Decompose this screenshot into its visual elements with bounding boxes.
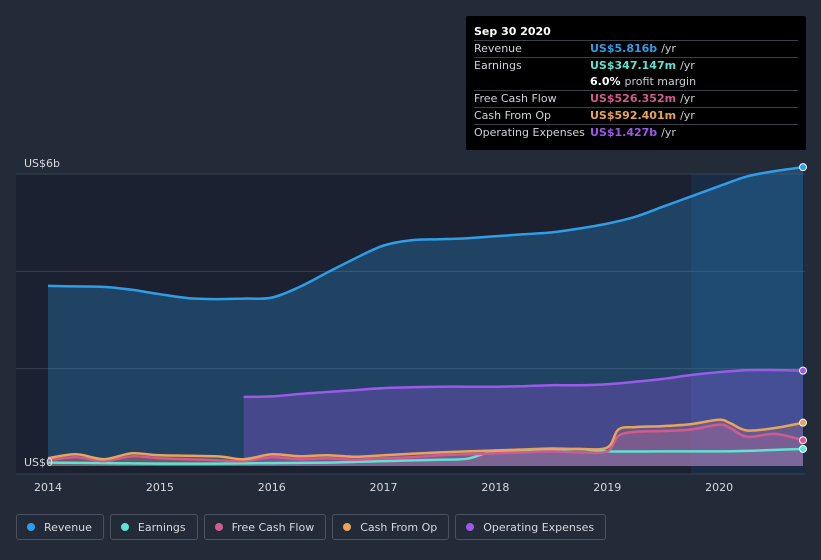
highlight-band	[691, 174, 805, 474]
legend-label: Cash From Op	[360, 520, 438, 534]
free-cash-flow-line	[47, 423, 804, 463]
legend-item-earnings[interactable]: Earnings	[109, 514, 198, 540]
x-tick-label: 2015	[146, 481, 174, 494]
tooltip-unit: /yr	[680, 92, 695, 105]
tooltip-value-opex: US$1.427b	[590, 126, 658, 139]
free-cash-flow-area	[48, 424, 803, 466]
tooltip-row-earnings: Earnings US$347.147m /yr	[474, 57, 798, 74]
operating-expenses-line	[243, 368, 804, 399]
operating-expenses-dot-icon	[466, 523, 475, 531]
legend-label: Revenue	[44, 520, 92, 534]
tooltip-date: Sep 30 2020	[474, 25, 551, 38]
revenue-area	[48, 167, 803, 466]
tooltip-unit: /yr	[661, 42, 676, 55]
legend-label: Free Cash Flow	[231, 520, 315, 534]
tooltip-row-cfo: Cash From Op US$592.401m /yr	[474, 107, 798, 124]
tooltip-row-fcf: Free Cash Flow US$526.352m /yr	[474, 90, 798, 107]
tooltip-row-revenue: Revenue US$5.816b /yr	[474, 40, 798, 57]
earnings-area	[48, 448, 803, 466]
free-cash-flow-end-point	[799, 436, 807, 445]
tooltip-value-fcf: US$526.352m	[590, 92, 677, 105]
tooltip-row-margin: 6.0% profit margin	[474, 74, 798, 90]
tooltip-value-margin: 6.0%	[590, 75, 621, 88]
tooltip-label: Earnings	[474, 59, 522, 72]
free-cash-flow-dot-icon	[214, 523, 223, 531]
plot-background	[16, 174, 805, 474]
tooltip-value-earnings: US$347.147m	[590, 59, 677, 72]
x-tick-label: 2017	[370, 481, 398, 494]
y-top-label: US$6b	[24, 157, 60, 170]
cash-from-op-end-point	[799, 418, 807, 427]
revenue-dot-icon	[27, 523, 35, 531]
cash-from-op-line	[47, 418, 804, 461]
legend-label: Earnings	[137, 520, 186, 534]
tooltip-label: Revenue	[474, 42, 522, 55]
tooltip-unit: /yr	[661, 126, 676, 139]
revenue-end-point	[799, 163, 807, 172]
y-zero-label: US$0	[24, 456, 53, 469]
tooltip-margin-text: profit margin	[624, 75, 697, 88]
tooltip: Sep 30 2020 Revenue US$5.816b /yr Earnin…	[466, 16, 806, 150]
legend-item-cash-from-op[interactable]: Cash From Op	[332, 514, 450, 540]
tooltip-label: Free Cash Flow	[474, 92, 557, 105]
legend-item-free-cash-flow[interactable]: Free Cash Flow	[203, 514, 327, 540]
tooltip-unit: /yr	[680, 109, 695, 122]
legend-item-revenue[interactable]: Revenue	[16, 514, 104, 540]
tooltip-row-opex: Operating Expenses US$1.427b /yr	[474, 124, 798, 141]
legend: Revenue Earnings Free Cash Flow Cash Fro…	[16, 514, 607, 542]
revenue-line	[47, 165, 804, 301]
legend-item-operating-expenses[interactable]: Operating Expenses	[455, 514, 607, 540]
tooltip-label: Cash From Op	[474, 109, 552, 122]
operating-expenses-end-point	[799, 366, 807, 375]
operating-expenses-area	[243, 369, 803, 466]
tooltip-label: Operating Expenses	[474, 126, 585, 139]
x-tick-label: 2019	[593, 481, 621, 494]
x-tick-label: 2018	[481, 481, 509, 494]
earnings-dot-icon	[120, 523, 129, 531]
cash-from-op-area	[48, 419, 803, 466]
x-tick-label: 2016	[258, 481, 286, 494]
tooltip-value-cfo: US$592.401m	[590, 109, 677, 122]
tooltip-unit: /yr	[680, 59, 695, 72]
tooltip-value-revenue: US$5.816b	[590, 42, 658, 55]
legend-label: Operating Expenses	[483, 520, 595, 534]
earnings-end-point	[799, 444, 807, 453]
x-tick-label: 2020	[705, 481, 733, 494]
cash-from-op-dot-icon	[343, 523, 352, 531]
x-tick-label: 2014	[34, 481, 62, 494]
